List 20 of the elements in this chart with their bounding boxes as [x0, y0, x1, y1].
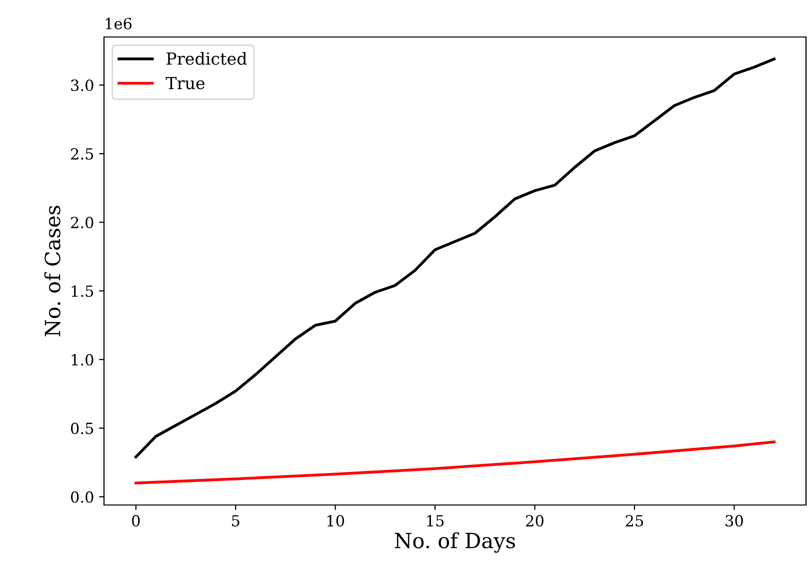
x-tick-label: 15 [427, 514, 444, 527]
x-tick-label: 20 [526, 514, 544, 527]
y-tick-label: 1.0 [72, 354, 94, 366]
y-tick-label: 2.0 [71, 216, 94, 228]
x-tick-label: 5 [232, 515, 240, 527]
y-tick-label: 2.5 [71, 148, 94, 160]
legend-label: Predicted [166, 52, 247, 65]
y-axis-title: No. of Cases [44, 206, 60, 336]
y-tick-label: 3.0 [71, 80, 94, 92]
x-tick-label: 25 [626, 514, 644, 527]
y-tick-label: 0.5 [70, 422, 94, 434]
x-axis-title: No. of Days [394, 532, 515, 553]
line-series [134, 440, 776, 484]
x-tick-label: 10 [327, 514, 344, 527]
text: 1e6 [106, 18, 132, 30]
legend-label: True [166, 76, 205, 90]
y-tick-label: 0.0 [70, 491, 94, 503]
x-tick-label: 0 [132, 514, 140, 527]
y-tick-label: 1.5 [72, 285, 94, 297]
x-tick-label: 30 [726, 514, 743, 527]
